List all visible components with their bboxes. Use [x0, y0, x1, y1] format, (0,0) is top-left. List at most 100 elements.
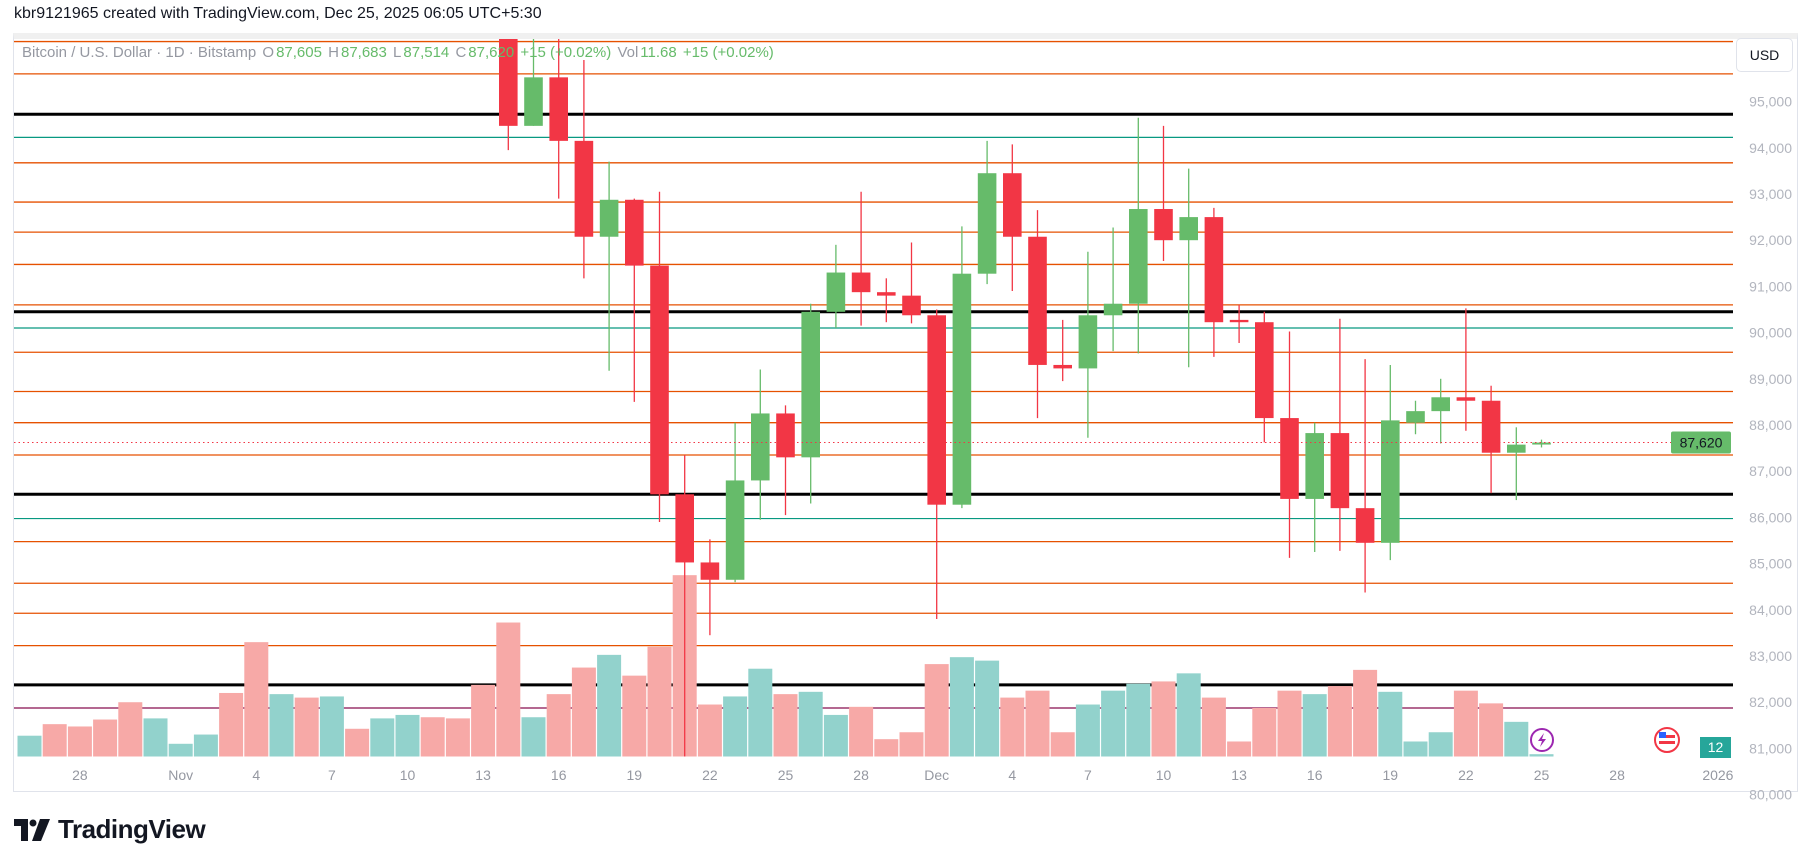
time-axis-label: 13	[1231, 767, 1247, 783]
candle[interactable]	[1532, 439, 1551, 448]
candle[interactable]	[1280, 331, 1299, 558]
candle-body	[1129, 209, 1148, 304]
open-value: 87,605	[276, 44, 322, 61]
candle-body	[1053, 364, 1072, 369]
candle-body	[977, 173, 997, 274]
candle[interactable]	[1204, 207, 1224, 357]
candle[interactable]	[1355, 359, 1375, 593]
candle[interactable]	[826, 244, 846, 328]
price-axis-label: 87,000	[1749, 463, 1792, 479]
volume-tag-bg	[1700, 737, 1731, 758]
candle[interactable]	[1053, 319, 1072, 382]
time-axis-label: 22	[702, 767, 718, 783]
low-value: 87,514	[403, 44, 450, 61]
candle[interactable]	[776, 405, 795, 516]
candle[interactable]	[599, 161, 619, 371]
volume-bar	[773, 694, 798, 757]
volume-bar	[420, 717, 445, 757]
candle-body	[1028, 236, 1047, 365]
candle-body	[1355, 508, 1375, 543]
tradingview-logo[interactable]: TradingView	[14, 814, 206, 845]
candle[interactable]	[877, 278, 896, 323]
volume-bar	[546, 694, 571, 757]
volume-bar	[370, 718, 395, 757]
currency-button[interactable]: USD	[1736, 38, 1793, 72]
candle-body	[1330, 433, 1350, 509]
candle[interactable]	[1229, 304, 1249, 343]
candle[interactable]	[902, 242, 921, 324]
candle[interactable]	[952, 226, 972, 509]
price-axis-label: 90,000	[1749, 325, 1792, 341]
chart-pane[interactable]	[13, 33, 1798, 792]
price-axis-label: 85,000	[1749, 556, 1792, 572]
candle-body	[927, 315, 946, 505]
candle[interactable]	[1028, 210, 1047, 419]
time-axis-label: 16	[1307, 767, 1323, 783]
price-axis-label: 81,000	[1749, 740, 1792, 756]
candle[interactable]	[1154, 125, 1173, 261]
candle-body	[1406, 411, 1425, 423]
lightning-event-icon[interactable]	[1530, 728, 1554, 752]
candle-body	[776, 413, 795, 458]
price-axis-label: 93,000	[1749, 186, 1792, 202]
candle[interactable]	[1381, 364, 1400, 561]
candle[interactable]	[1481, 385, 1501, 494]
candle[interactable]	[1103, 227, 1123, 352]
low-label: L	[393, 44, 402, 61]
candle[interactable]	[927, 309, 946, 620]
candle[interactable]	[1003, 144, 1022, 292]
candle[interactable]	[1179, 168, 1198, 368]
candle[interactable]	[1255, 311, 1274, 443]
price-axis-label: 92,000	[1749, 232, 1792, 248]
candle-body	[650, 265, 669, 495]
candle[interactable]	[1456, 308, 1476, 431]
candle[interactable]	[851, 191, 871, 326]
candle[interactable]	[1330, 318, 1350, 551]
time-axis-label: 25	[1534, 767, 1550, 783]
candle[interactable]	[801, 303, 820, 504]
candle[interactable]	[625, 198, 644, 402]
time-axis-label: 7	[328, 767, 336, 783]
volume-bar	[1000, 697, 1025, 757]
volume-bar	[118, 702, 143, 757]
volume-bar	[219, 692, 244, 757]
price-axis-label: 80,000	[1749, 787, 1792, 803]
price-axis-label: 83,000	[1749, 648, 1792, 664]
candle[interactable]	[574, 60, 594, 279]
candle[interactable]	[675, 455, 694, 757]
candle[interactable]	[1305, 422, 1324, 553]
volume-bar	[395, 714, 420, 757]
candle[interactable]	[1406, 400, 1425, 435]
current-price-tag: 87,620	[1671, 431, 1731, 454]
time-axis-label: 22	[1458, 767, 1474, 783]
candle[interactable]	[1129, 117, 1148, 354]
candle-body	[1280, 418, 1299, 499]
candle[interactable]	[524, 18, 543, 126]
candle[interactable]	[1507, 427, 1526, 501]
us-flag-event-icon[interactable]	[1654, 727, 1680, 753]
candle[interactable]	[549, 28, 568, 199]
candle[interactable]	[1431, 378, 1450, 444]
volume-bar	[571, 667, 596, 757]
time-axis-label: 28	[853, 767, 869, 783]
volume-bar	[1453, 690, 1478, 757]
volume-value: 11.68	[640, 44, 677, 61]
candle[interactable]	[700, 539, 720, 636]
candle[interactable]	[977, 140, 997, 285]
symbol-name[interactable]: Bitcoin / U.S. Dollar · 1D · Bitstamp	[22, 44, 257, 61]
volume-bar	[1176, 673, 1201, 757]
candle[interactable]	[751, 369, 770, 520]
candle-body	[751, 413, 770, 481]
volume-bar	[697, 704, 722, 757]
candle[interactable]	[499, 0, 518, 151]
price-axis-label: 86,000	[1749, 509, 1792, 525]
high-value: 87,683	[340, 44, 387, 61]
price-axis-label: 89,000	[1749, 371, 1792, 387]
candle[interactable]	[650, 191, 669, 523]
tradingview-logo-icon	[14, 818, 50, 841]
candle-body	[1456, 397, 1476, 401]
candle[interactable]	[1078, 251, 1098, 438]
candle[interactable]	[725, 422, 745, 583]
